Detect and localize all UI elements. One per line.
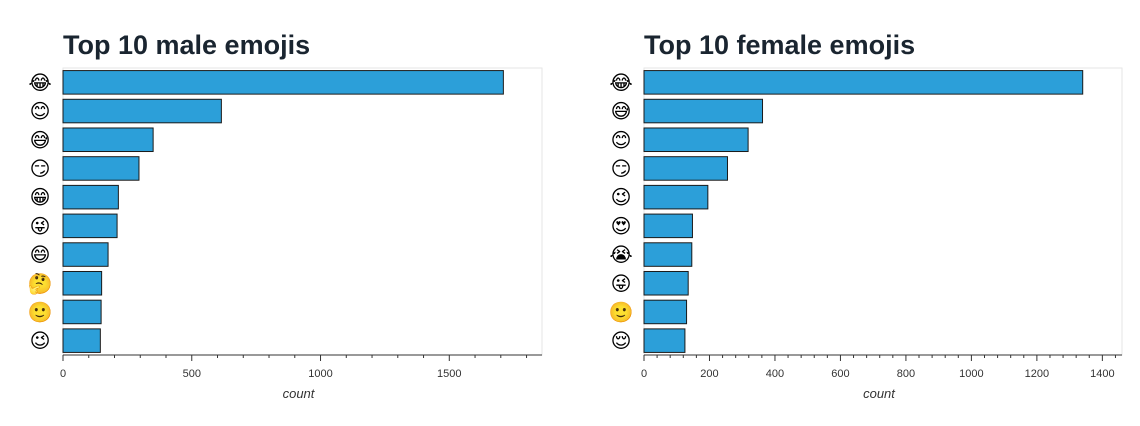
x-tick-label-female-3: 600 [831,368,849,380]
x-tick-label-female-2: 400 [766,368,784,380]
category-label-female-8: 😜 [611,273,632,295]
bar-female-4 [643,156,728,181]
bar-male-8 [62,270,103,296]
category-label-male-2: 😊 [30,101,51,123]
category-label-male-7: 😄 [30,245,51,267]
category-label-female-10: 😌 [611,331,632,353]
bar-male-7 [62,242,109,267]
bar-male-6 [62,213,118,239]
bar-female-10 [643,328,686,353]
bar-female-8 [643,270,689,296]
bar-female-6 [643,213,693,239]
category-label-male-6: 😜 [30,216,51,238]
category-label-female-9: 🙂 [609,301,634,324]
category-label-male-8: 🤔 [28,272,53,295]
x-tick-label-male-2: 1000 [308,368,332,380]
category-label-female-7: 😭 [609,245,632,267]
category-label-female-6: 😍 [611,216,632,238]
chart-title-female: Top 10 female emojis [644,30,916,60]
chart-female: 😂 😅 😊 😏 😉 😍 😭 😜 🙂 😌 0 200 400 600 800 1000 1200 1400 count [609,67,1123,401]
category-label-female-1: 😂 [609,72,632,94]
category-label-male-5: 😁 [30,187,51,209]
category-label-female-2: 😅 [611,101,632,123]
category-label-male-1: 😂 [28,72,51,94]
bar-female-3 [643,127,749,153]
chart-title-male: Top 10 male emojis [63,30,311,60]
bar-male-3 [62,127,154,153]
x-tick-label-female-4: 800 [897,368,915,380]
category-label-male-4: 😏 [30,158,51,180]
x-tick-label-female-0: 0 [641,368,647,380]
bar-male-4 [62,156,140,181]
bar-female-1 [643,70,1084,95]
category-label-male-3: 😅 [30,130,51,152]
bar-female-7 [643,242,693,267]
category-label-female-5: 😉 [611,187,632,209]
category-label-male-9: 🙂 [28,301,53,324]
category-label-female-3: 😊 [611,130,632,152]
x-axis-label-male: count [283,386,316,401]
x-tick-label-male-1: 500 [183,368,201,380]
category-label-female-4: 😏 [611,158,632,180]
x-tick-label-male-0: 0 [60,368,66,380]
category-label-male-10: 😉 [30,331,51,353]
x-tick-label-female-1: 200 [700,368,718,380]
chart-male: 😂 😊 😅 😏 😁 😜 😄 🤔 🙂 😉 0 500 1000 1500 count [28,67,543,401]
bar-male-5 [62,184,119,210]
x-tick-label-male-3: 1500 [437,368,461,380]
bar-male-9 [62,299,102,325]
x-tick-label-female-7: 1400 [1090,368,1114,380]
x-tick-label-female-6: 1200 [1025,368,1049,380]
x-axis-label-female: count [863,386,896,401]
bar-male-2 [62,98,222,124]
bar-male-10 [62,328,101,353]
bar-female-9 [643,299,688,325]
bar-male-1 [62,70,504,95]
bar-female-5 [643,184,709,210]
x-tick-label-female-5: 1000 [959,368,983,380]
bar-female-2 [643,98,764,124]
